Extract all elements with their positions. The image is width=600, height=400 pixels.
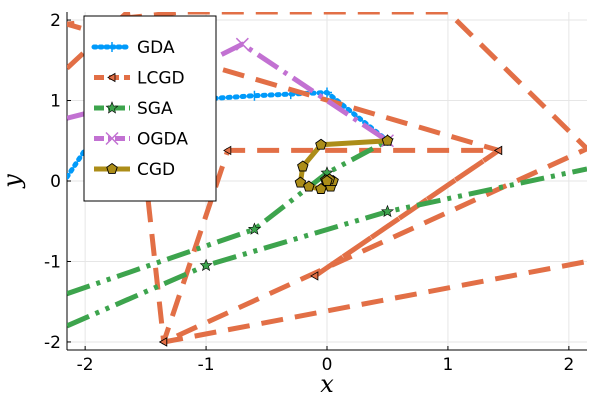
legend-marker [106,162,118,174]
x-tick-label: -1 [198,355,215,375]
x-tick-label: 0 [322,355,333,375]
data-point-sga-alt [247,222,261,235]
data-point-lcgd [493,145,503,156]
x-tick-label: -2 [77,355,94,375]
legend-label: SGA [137,99,173,119]
data-point-sga [199,258,213,272]
data-point-cgd [381,134,394,146]
legend-entry-cgd: CGD [94,160,175,180]
legend-marker [105,101,119,114]
data-point-gda [249,90,260,101]
legend: GDA LCGD SGA OGDA CGD [83,15,217,202]
legend-label: CGD [137,160,175,180]
data-point-ogda [235,37,249,51]
x-tick-label: 1 [443,355,454,375]
legend-entry-lcgd: LCGD [94,69,185,89]
plot-area [67,12,587,347]
legend-entry-ogda: OGDA [94,130,188,150]
legend-label: LCGD [137,69,185,89]
data-point-cgd [315,182,327,194]
legend-label: OGDA [137,130,188,150]
series-cgd [294,134,394,194]
legend-entry-sga: SGA [94,99,173,119]
data-point-cgd [297,160,309,172]
data-point-lcgd [223,145,232,156]
legend-marker [107,42,117,52]
legend-entry-gda: GDA [91,38,175,58]
data-point-cgd [303,180,315,192]
x-axis-title: x [320,370,334,398]
tick-labels: -2 -1 0 1 2 -2 -1 0 1 2 [44,11,574,375]
series-lcgd [67,12,587,347]
y-tick-label: -2 [44,333,61,353]
y-tick-label: -1 [44,252,61,272]
data-point-gda [322,87,332,98]
data-point-cgd [315,138,327,150]
series-line-sga-alt [67,138,389,297]
y-axis-title: y [0,174,26,189]
data-point-lcgd [158,337,168,347]
series-sga [67,166,587,329]
y-tick-label: 0 [50,172,61,192]
legend-label: GDA [137,38,175,58]
data-point-sga [381,204,394,218]
y-tick-label: 1 [50,92,61,112]
legend-marker [105,131,119,146]
data-point-cgd [294,176,307,188]
series-line-sga [67,166,587,329]
data-point-lcgd [310,271,319,281]
y-tick-label: 2 [50,11,61,31]
data-point-cgd [321,174,333,186]
legend-marker [107,72,116,83]
x-tick-label: 2 [563,355,574,375]
